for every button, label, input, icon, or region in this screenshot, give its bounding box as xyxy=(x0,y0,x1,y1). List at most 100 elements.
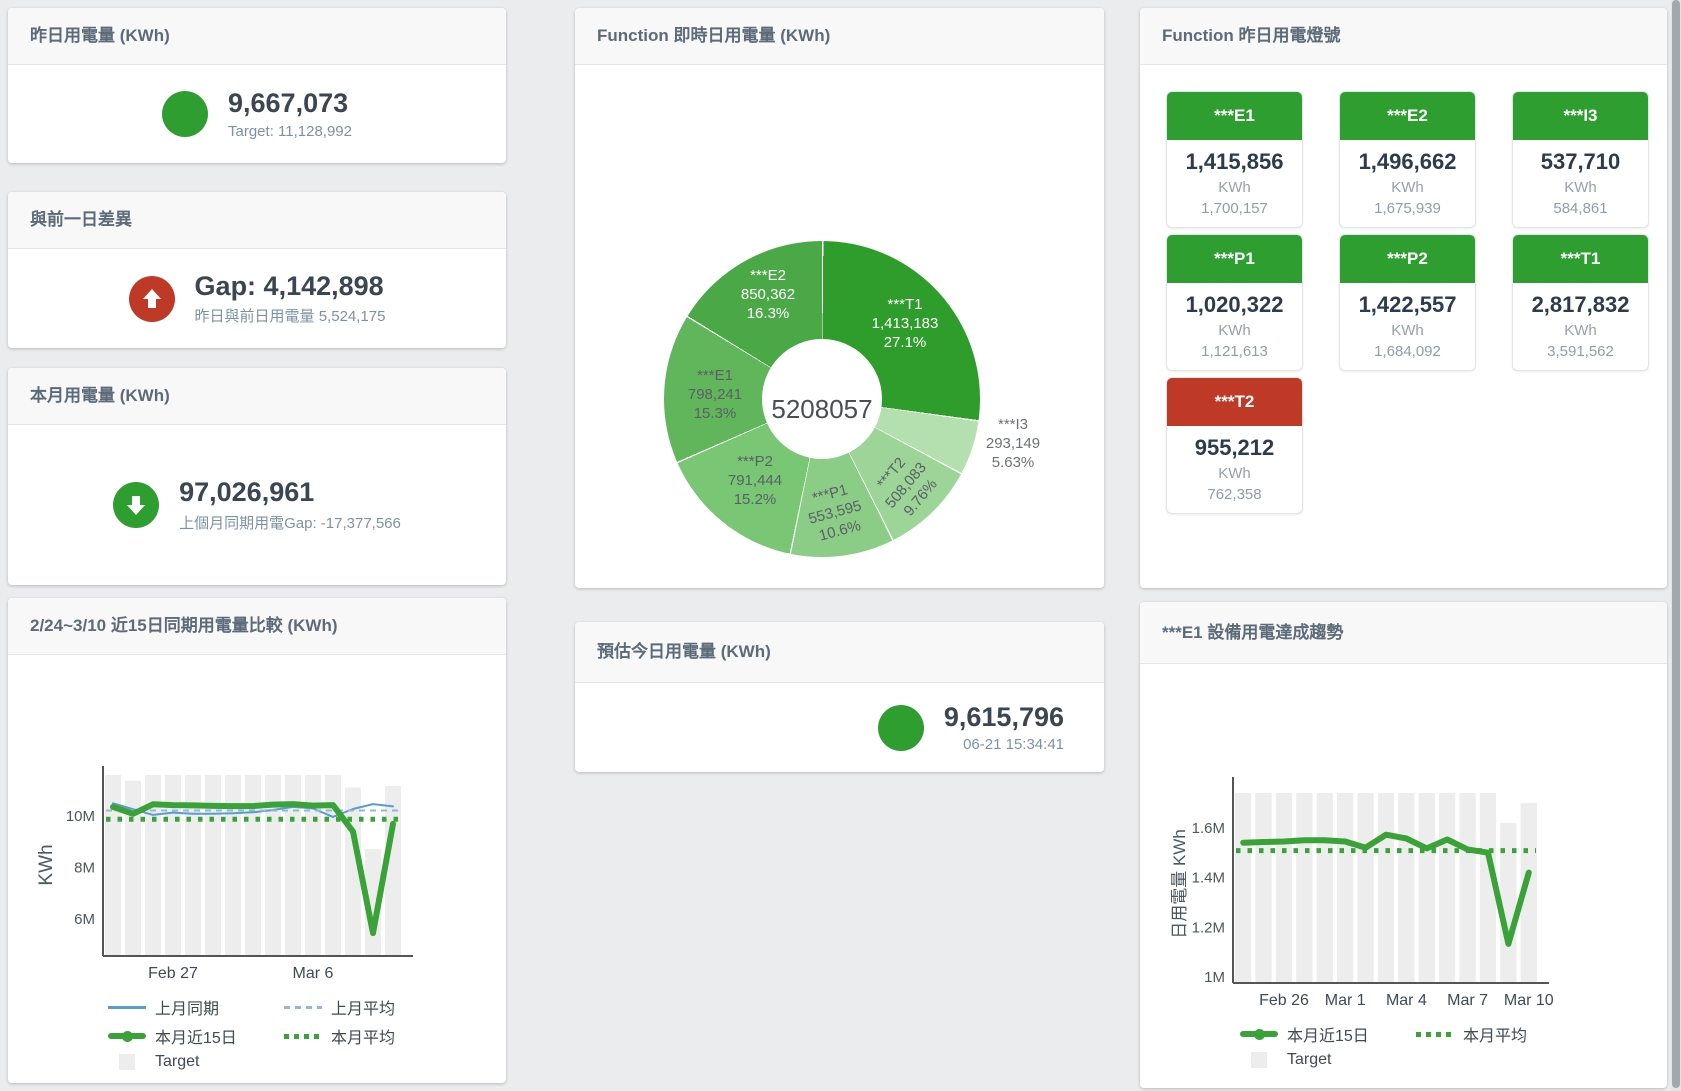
legend-item[interactable]: 上月平均 xyxy=(284,995,434,1019)
donut-center-total: 5208057 xyxy=(771,394,873,424)
donut-slice-label: ***E1 798,241 15.3% xyxy=(687,367,743,422)
svg-text:10M: 10M xyxy=(66,808,95,825)
legend-item[interactable]: Target xyxy=(108,1053,258,1071)
card-e1-trend-chart: ***E1 設備用電達成趨勢 1M 1.2M 1.4M 1.6M Feb 26 Mar 1… xyxy=(1140,602,1667,1088)
svg-text:1.4M: 1.4M xyxy=(1192,870,1225,887)
legend-item[interactable]: 本月平均 xyxy=(284,1024,434,1048)
legend-item[interactable]: 本月近15日 xyxy=(1240,1022,1390,1046)
chart-plot: 6M 8M 10M Feb 27 Mar 6 KWh xyxy=(36,766,413,982)
compare-chart: 6M 8M 10M Feb 27 Mar 6 KWh 上月同期 上月平均 本月近15日 本月平均 T… xyxy=(8,655,506,1071)
tile-status-header: ***E1 xyxy=(1167,92,1302,140)
legend-label: Target xyxy=(155,1053,200,1070)
svg-text:1.2M: 1.2M xyxy=(1192,919,1225,936)
card-title: 本月用電量 (KWh) xyxy=(8,368,506,425)
svg-text:Mar 10: Mar 10 xyxy=(1504,992,1554,1009)
legend-item[interactable]: 上月同期 xyxy=(108,995,258,1019)
legend-swatch-icon xyxy=(108,1030,146,1042)
card-realtime-donut: Function 即時日用電量 (KWh) 5208057 ***T1 1,413… xyxy=(575,8,1104,588)
card-title: Function 昨日用電燈號 xyxy=(1140,8,1667,65)
lamp-tile-grid: ***E1 1,415,856 KWh 1,700,157 ***E2 1,496,662… xyxy=(1140,65,1667,588)
tile-value: 2,817,832 xyxy=(1531,292,1630,317)
kpi-value: 9,615,796 xyxy=(943,701,1064,732)
svg-text:Mar 4: Mar 4 xyxy=(1386,992,1427,1009)
legend-swatch-icon xyxy=(108,1054,146,1070)
svg-text:Mar 6: Mar 6 xyxy=(293,965,334,982)
legend-swatch-icon xyxy=(284,1033,322,1039)
tile-previous-value: 1,121,613 xyxy=(1201,343,1268,360)
donut-slice-label: ***T1 1,413,183 27.1% xyxy=(871,296,939,351)
tile-unit: KWh xyxy=(1564,179,1597,196)
kpi-subtext: 昨日與前日用電量 5,524,175 xyxy=(194,308,386,326)
card-month-usage: 本月用電量 (KWh) 97,026,961 上個月同期用電Gap: -17,3… xyxy=(8,368,506,585)
svg-text:8M: 8M xyxy=(74,860,95,877)
card-title: 2/24~3/10 近15日同期用電量比較 (KWh) xyxy=(8,598,506,655)
chart-plot: 1M 1.2M 1.4M 1.6M Feb 26 Mar 1 Mar 4 Mar 7 Mar 1… xyxy=(1170,777,1554,1009)
tile-value: 1,422,557 xyxy=(1358,292,1457,317)
kpi-value: 9,667,073 xyxy=(228,88,349,119)
tile-previous-value: 1,700,157 xyxy=(1201,200,1268,217)
legend-item[interactable]: 本月平均 xyxy=(1416,1022,1566,1046)
tile-unit: KWh xyxy=(1218,179,1251,196)
lamp-tile: ***E1 1,415,856 KWh 1,700,157 xyxy=(1166,91,1303,228)
svg-text:Mar 1: Mar 1 xyxy=(1325,992,1366,1009)
tile-status-header: ***I3 xyxy=(1513,92,1648,140)
chart-legend: 上月同期 上月平均本月近15日 本月平均 Target xyxy=(8,995,506,1071)
kpi-value: Gap: 4,142,898 xyxy=(194,270,384,301)
card-estimate-today: 預估今日用電量 (KWh) 9,615,796 06-21 15:34:41 xyxy=(575,622,1104,772)
legend-label: 上月同期 xyxy=(155,1001,220,1018)
legend-label: 本月近15日 xyxy=(1287,1028,1369,1045)
tile-previous-value: 584,861 xyxy=(1553,200,1608,217)
tile-status-header: ***P1 xyxy=(1167,235,1302,283)
card-yesterday-lamp: Function 昨日用電燈號 ***E1 1,415,856 KWh 1,700,1… xyxy=(1140,8,1667,588)
tile-status-header: ***T2 xyxy=(1167,378,1302,426)
tile-value: 537,710 xyxy=(1540,149,1621,174)
kpi-subtext: 06-21 15:34:41 xyxy=(963,736,1064,754)
tile-previous-value: 1,684,092 xyxy=(1374,343,1441,360)
scrollbar-thumb[interactable] xyxy=(1672,0,1680,1088)
legend-label: 上月平均 xyxy=(331,1001,396,1018)
card-15day-compare-chart: 2/24~3/10 近15日同期用電量比較 (KWh) 6M 8M 10M Feb 2… xyxy=(8,598,506,1083)
svg-text:Feb 27: Feb 27 xyxy=(148,965,198,982)
card-title: 與前一日差異 xyxy=(8,192,506,249)
tile-value: 1,020,322 xyxy=(1185,292,1284,317)
lamp-tile: ***P1 1,020,322 KWh 1,121,613 xyxy=(1166,234,1303,371)
donut-slice-label: ***I3 293,149 5.63% xyxy=(985,416,1041,471)
tile-unit: KWh xyxy=(1391,322,1424,339)
legend-item[interactable]: Target xyxy=(1240,1051,1390,1069)
down-arrow-icon xyxy=(113,482,160,528)
legend-label: 本月近15日 xyxy=(155,1030,237,1047)
legend-item[interactable]: 本月近15日 xyxy=(108,1024,258,1048)
scrollbar-track[interactable] xyxy=(1671,0,1681,1091)
legend-swatch-icon xyxy=(1416,1031,1454,1037)
donut-slice-label: ***P2 791,444 15.2% xyxy=(727,453,783,508)
legend-label: Target xyxy=(1287,1051,1332,1068)
donut-slice-label: ***E2 850,362 16.3% xyxy=(740,267,796,322)
kpi-value: 97,026,961 xyxy=(179,477,315,508)
card-yesterday-usage: 昨日用電量 (KWh) 9,667,073 Target: 11,128,992 xyxy=(8,8,506,163)
up-arrow-icon xyxy=(128,275,175,322)
card-title: ***E1 設備用電達成趨勢 xyxy=(1140,602,1667,664)
svg-text:Feb 26: Feb 26 xyxy=(1259,992,1309,1009)
tile-unit: KWh xyxy=(1564,322,1597,339)
lamp-tile: ***T1 2,817,832 KWh 3,591,562 xyxy=(1512,234,1649,371)
tile-value: 955,212 xyxy=(1194,435,1275,460)
svg-text:1M: 1M xyxy=(1204,969,1225,986)
svg-text:Mar 7: Mar 7 xyxy=(1447,992,1488,1009)
chart-legend: 本月近15日 本月平均 Target xyxy=(1140,1022,1667,1069)
tile-unit: KWh xyxy=(1218,465,1251,482)
svg-text:6M: 6M xyxy=(74,911,95,928)
donut-chart: 5208057 ***T1 1,413,183 27.1% ***I3 293,149 5… xyxy=(575,65,1104,588)
card-title: 預估今日用電量 (KWh) xyxy=(575,622,1104,683)
status-circle-icon xyxy=(162,91,208,137)
kpi-subtext: 上個月同期用電Gap: -17,377,566 xyxy=(179,514,401,532)
legend-swatch-icon xyxy=(1240,1052,1278,1068)
kpi-subtext: Target: 11,128,992 xyxy=(228,122,352,140)
status-circle-icon xyxy=(877,704,924,751)
legend-swatch-icon xyxy=(1240,1028,1278,1040)
lamp-tile: ***E2 1,496,662 KWh 1,675,939 xyxy=(1339,91,1476,228)
card-day-gap: 與前一日差異 Gap: 4,142,898 昨日與前日用電量 5,524,175 xyxy=(8,192,506,348)
lamp-tile: ***T2 955,212 KWh 762,358 xyxy=(1166,377,1303,514)
card-title: Function 即時日用電量 (KWh) xyxy=(575,8,1104,65)
svg-text:1.6M: 1.6M xyxy=(1192,820,1225,837)
svg-text:日用電量 KWh: 日用電量 KWh xyxy=(1170,829,1189,939)
